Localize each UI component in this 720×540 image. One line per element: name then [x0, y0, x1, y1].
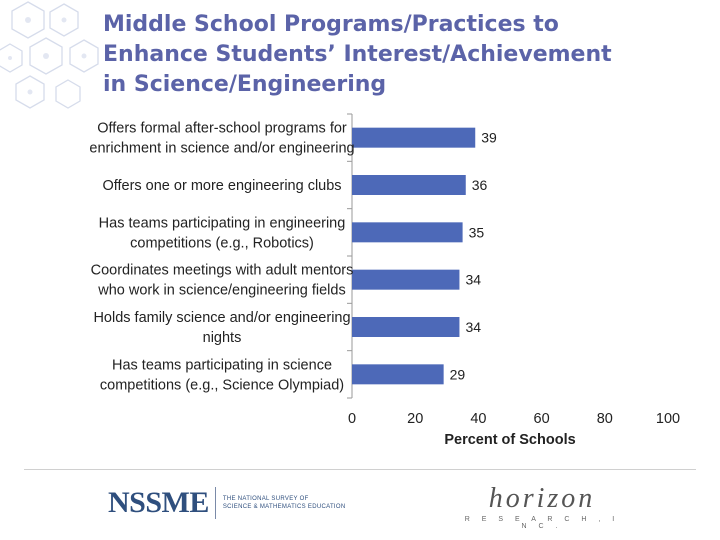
nssme-tagline-line: THE NATIONAL SURVEY OF [222, 496, 309, 502]
x-tick-label: 20 [407, 411, 423, 427]
nssme-tagline-line: SCIENCE & MATHEMATICS EDUCATION [222, 504, 346, 510]
data-label: 34 [465, 319, 481, 335]
x-axis-title: Percent of Schools [444, 432, 575, 448]
title-line: Middle School Programs/Practices to [103, 12, 559, 37]
bar [352, 175, 466, 195]
category-label: Has teams participating in science [112, 357, 332, 373]
horizon-wordmark: horizon [488, 483, 596, 514]
logo-divider [214, 487, 216, 519]
category-label: enrichment in science and/or engineering [89, 141, 354, 157]
bar [352, 364, 444, 385]
title-line: in Science/Engineering [103, 72, 387, 97]
title-line: Enhance Students’ Interest/Achievement [103, 42, 612, 67]
bar-chart: 39 Offers formal after-school programs fo… [89, 113, 680, 448]
x-tick-label: 0 [348, 411, 356, 427]
x-tick-label: 40 [470, 411, 486, 427]
category-label: nights [203, 330, 242, 346]
nssme-logo: NSSME THE NATIONAL SURVEY OF SCIENCE & M… [108, 486, 346, 520]
category-label: Holds family science and/or engineering [93, 310, 350, 326]
category-label: Offers formal after-school programs for [97, 121, 347, 137]
x-tick-label: 60 [534, 411, 550, 427]
data-label: 36 [472, 177, 488, 193]
page-title: Middle School Programs/Practices to Enha… [103, 10, 703, 100]
data-label: 39 [481, 130, 497, 146]
category-label: Coordinates meetings with adult mentors [91, 263, 354, 279]
horizon-subtitle: R E S E A R C H , I N C . [464, 516, 620, 530]
category-label: who work in science/engineering fields [97, 283, 345, 299]
footer-divider [24, 469, 696, 470]
bar [352, 127, 476, 148]
category-label: competitions (e.g., Science Olympiad) [100, 377, 344, 393]
bar [352, 269, 460, 290]
category-label: competitions (e.g., Robotics) [130, 235, 314, 251]
hexagon-network-icon [0, 1, 99, 109]
nssme-tagline: THE NATIONAL SURVEY OF SCIENCE & MATHEMA… [223, 495, 346, 511]
data-label: 35 [469, 224, 485, 240]
category-label: Has teams participating in engineering [99, 215, 346, 231]
horizon-research-logo: horizon R E S E A R C H , I N C . [462, 483, 622, 531]
bar [352, 222, 463, 243]
x-tick-label: 80 [597, 411, 613, 427]
data-label: 29 [450, 366, 466, 382]
data-label: 34 [465, 272, 481, 288]
x-tick-label: 100 [656, 411, 680, 427]
nssme-wordmark: NSSME [108, 486, 209, 519]
category-label: Offers one or more engineering clubs [102, 178, 341, 194]
bar [352, 317, 460, 337]
